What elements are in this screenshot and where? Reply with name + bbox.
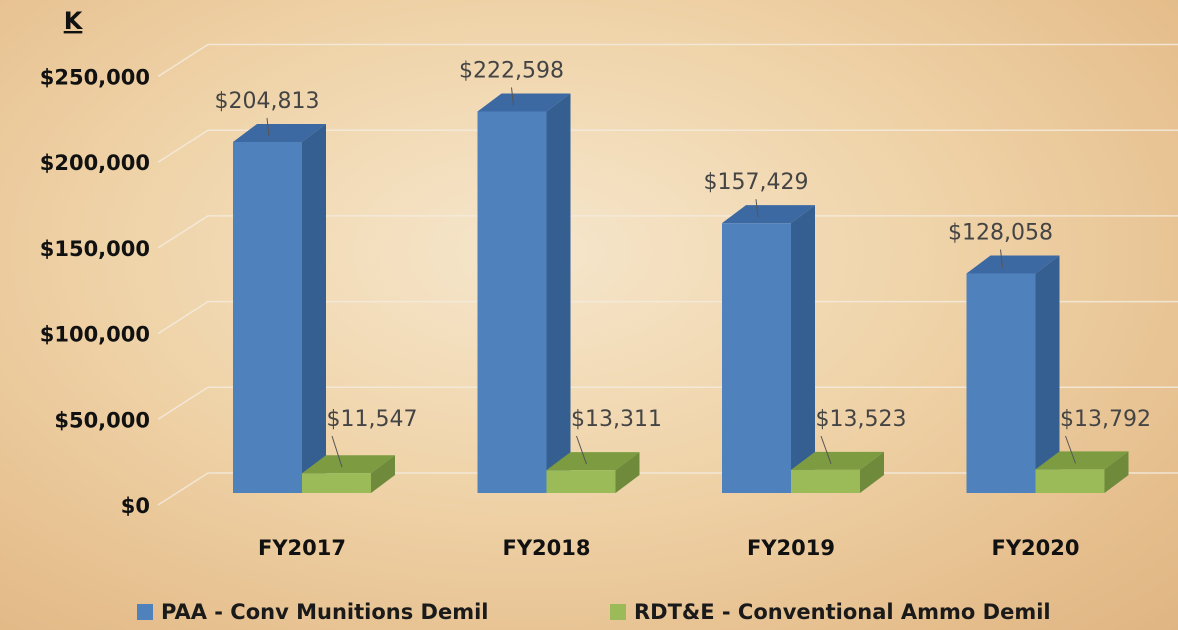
bar [547, 470, 616, 493]
y-tick-label: $50,000 [54, 408, 150, 432]
bar [478, 111, 547, 493]
bar [302, 473, 371, 493]
x-tick-label: FY2018 [503, 536, 591, 560]
value-label: $11,547 [327, 407, 418, 432]
value-label: $204,813 [215, 89, 320, 114]
x-tick-label: FY2019 [747, 536, 835, 560]
legend-swatch [610, 604, 626, 620]
bar-side [302, 124, 326, 493]
value-label: $128,058 [948, 221, 1053, 246]
value-label: $157,429 [704, 170, 809, 195]
bar [233, 142, 302, 493]
legend-label: PAA - Conv Munitions Demil [161, 600, 488, 624]
bar-side [791, 205, 815, 493]
axis-unit-label: K [64, 7, 84, 35]
bar [967, 274, 1036, 493]
x-tick-label: FY2017 [258, 536, 346, 560]
x-tick-label: FY2020 [992, 536, 1080, 560]
y-tick-label: $150,000 [40, 237, 150, 261]
bar [791, 470, 860, 493]
legend-label: RDT&E - Conventional Ammo Demil [634, 600, 1051, 624]
value-label: $13,792 [1060, 407, 1151, 432]
value-label: $13,523 [816, 407, 907, 432]
y-tick-label: $200,000 [40, 151, 150, 175]
grid-line [158, 45, 1178, 77]
bar [1036, 469, 1105, 493]
value-label: $222,598 [459, 58, 564, 83]
chart: K $0 $50,000 $100,000 $150,000 $200,000 $250,… [0, 0, 1178, 630]
legend-swatch [137, 604, 153, 620]
y-tick-label: $250,000 [40, 66, 150, 90]
bar [722, 223, 791, 493]
y-tick-label: $100,000 [40, 323, 150, 347]
bar-side [547, 93, 571, 493]
value-label: $13,311 [571, 407, 662, 432]
y-tick-label: $0 [121, 494, 150, 518]
